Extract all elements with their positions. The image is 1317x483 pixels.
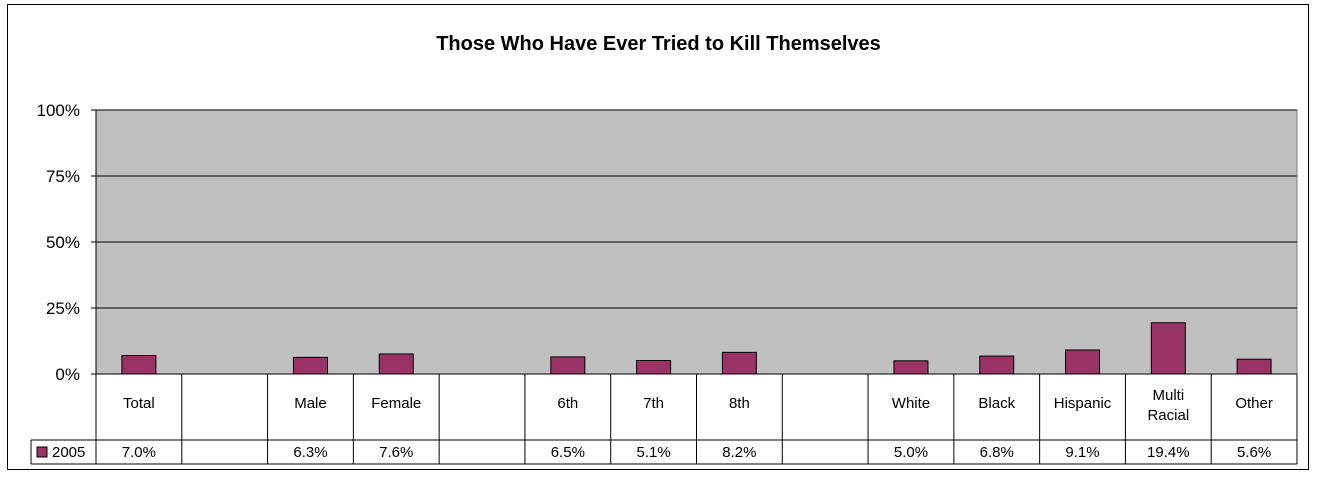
category-label-6: 7th: [643, 395, 664, 412]
legend-label-2005: 2005: [52, 444, 85, 461]
bar-3: [378, 353, 414, 375]
y-tick-label-3: 75%: [46, 167, 80, 186]
data-label-0: 7.0%: [122, 444, 156, 461]
bar-2: [292, 356, 328, 375]
category-label-7: 8th: [729, 395, 750, 412]
data-label-12: 19.4%: [1147, 444, 1190, 461]
y-tick-label-1: 25%: [46, 299, 80, 318]
chart-title: Those Who Have Ever Tried to Kill Themse…: [436, 33, 881, 55]
data-label-2: 6.3%: [293, 444, 327, 461]
bar-11: [1065, 349, 1101, 375]
data-label-11: 9.1%: [1065, 444, 1099, 461]
legend-swatch-2005: [36, 446, 48, 458]
data-label-5: 6.5%: [551, 444, 585, 461]
y-tick-label-0: 0%: [55, 365, 80, 384]
data-label-13: 5.6%: [1237, 444, 1271, 461]
category-label-3: Female: [371, 395, 421, 412]
category-label-5: 6th: [557, 395, 578, 412]
bar-7: [721, 351, 757, 375]
data-label-3: 7.6%: [379, 444, 413, 461]
category-label-11: Hispanic: [1054, 395, 1112, 412]
category-label-13: Other: [1235, 395, 1273, 412]
category-label-0: Total: [123, 395, 155, 412]
bar-13: [1236, 358, 1272, 375]
bar-12: [1150, 322, 1186, 375]
bar-0: [121, 355, 157, 375]
category-label-9: White: [892, 395, 930, 412]
bar-10: [979, 355, 1015, 375]
bar-9: [893, 360, 929, 375]
data-label-10: 6.8%: [980, 444, 1014, 461]
y-tick-label-4: 100%: [37, 101, 80, 120]
y-tick-label-2: 50%: [46, 233, 80, 252]
category-label-2: Male: [294, 395, 327, 412]
bar-5: [550, 356, 586, 375]
category-label-10: Black: [978, 395, 1015, 412]
data-label-6: 5.1%: [637, 444, 671, 461]
category-label-12-line-2: Racial: [1147, 407, 1189, 424]
data-label-7: 8.2%: [722, 444, 756, 461]
category-label-12-line-1: Multi: [1152, 387, 1184, 404]
bar-6: [636, 360, 672, 375]
data-label-9: 5.0%: [894, 444, 928, 461]
